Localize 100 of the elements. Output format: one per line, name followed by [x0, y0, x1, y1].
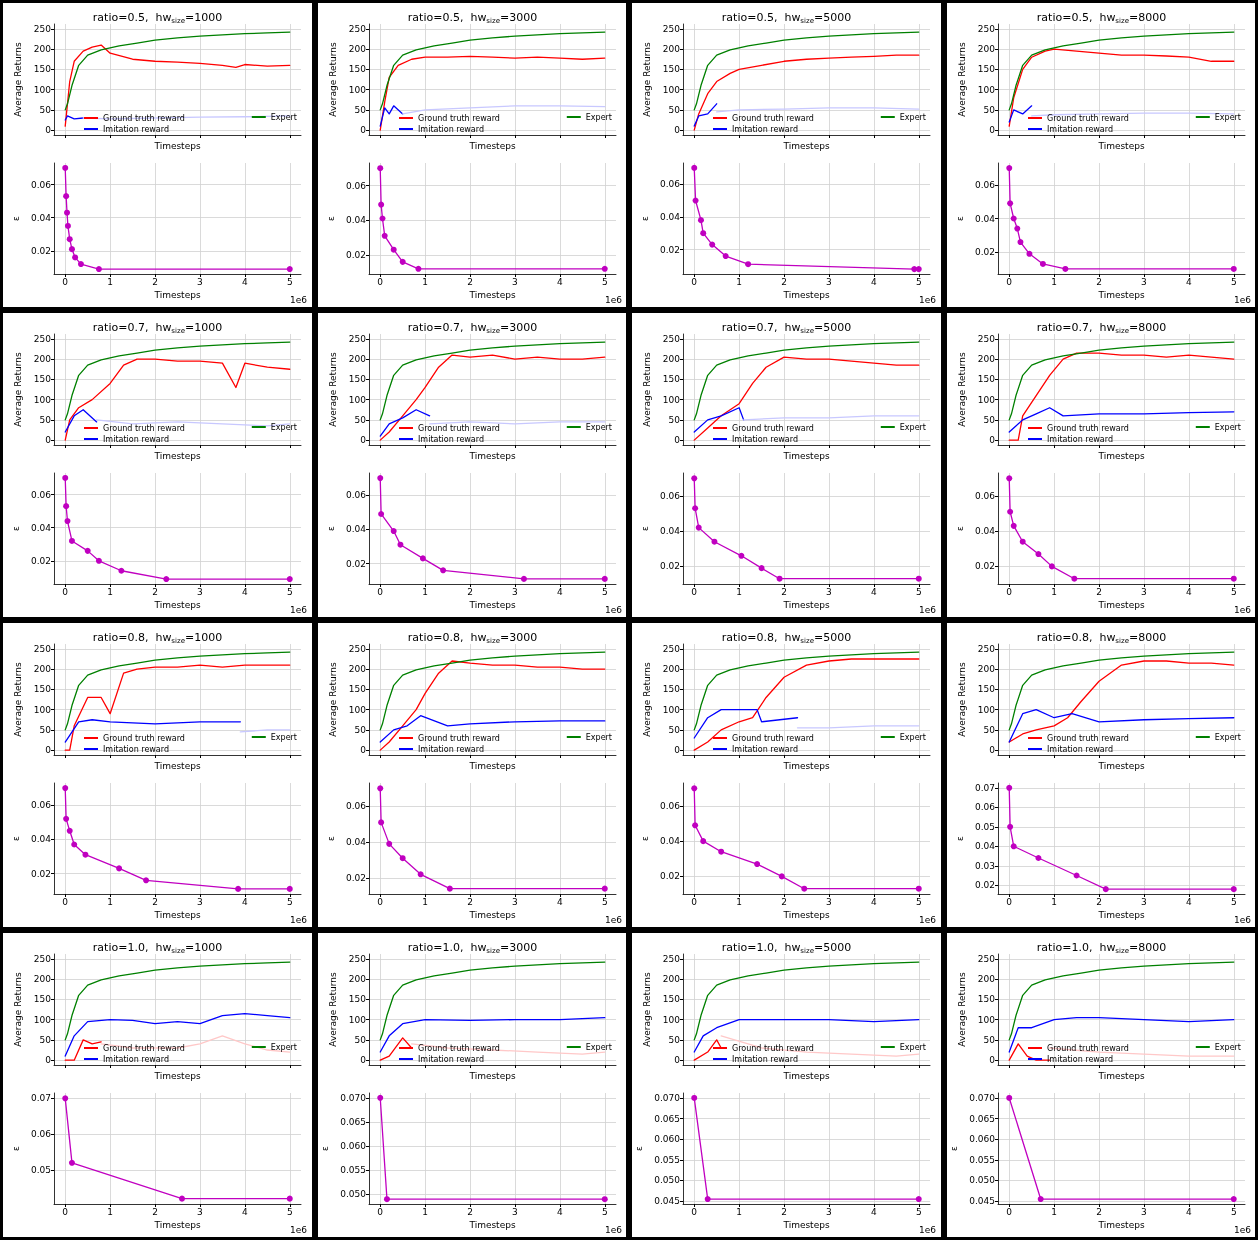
- point: [915, 885, 922, 892]
- point: [700, 230, 707, 237]
- y-tick-label: 0.07: [30, 1093, 51, 1104]
- point: [68, 537, 75, 544]
- x-axis-title: Timesteps: [467, 760, 516, 771]
- y-tick-label: 0.055: [339, 1165, 366, 1176]
- y-tick-label: 0: [45, 125, 52, 136]
- point: [1005, 784, 1012, 791]
- line-series: [64, 1039, 102, 1061]
- y-tick-label: 0.04: [30, 212, 52, 223]
- x-tick-label: 0: [1005, 586, 1012, 597]
- y-tick-label: 150: [977, 64, 995, 75]
- y-axis-title: Average Returns: [327, 42, 338, 117]
- x-axis-title: Timesteps: [467, 140, 516, 151]
- y-axis-title: ε: [10, 525, 21, 531]
- x-tick-label: 0: [62, 276, 69, 287]
- point: [754, 861, 761, 868]
- y-tick-label: 200: [977, 44, 995, 55]
- y-tick-label: 150: [348, 64, 366, 75]
- line-series: [379, 105, 403, 127]
- y-tick-label: 200: [662, 354, 681, 365]
- y-axis-title: Average Returns: [956, 352, 967, 427]
- y-tick-label: 0.050: [339, 1189, 366, 1200]
- y-tick-label: 0: [674, 125, 681, 136]
- x-axis-title: Timesteps: [153, 760, 201, 771]
- y-axis-title: ε: [639, 215, 650, 221]
- legend-label: Imitation reward: [1046, 124, 1113, 134]
- y-tick-label: 150: [662, 64, 681, 75]
- y-tick-label: 150: [977, 684, 995, 695]
- text: 1e6: [604, 914, 622, 925]
- x-tick-label: 5: [286, 586, 293, 597]
- x-tick-label: 1: [1050, 1206, 1057, 1217]
- legend-label: Expert: [899, 732, 926, 742]
- text: 1e6: [290, 1224, 308, 1235]
- y-tick-label: 0.02: [30, 555, 51, 566]
- y-tick-label: 0: [988, 435, 995, 446]
- point: [1019, 538, 1026, 545]
- point: [63, 503, 70, 510]
- y-axis-title: Average Returns: [327, 662, 338, 737]
- legend-label: Expert: [899, 1042, 926, 1052]
- y-tick-label: 100: [662, 394, 681, 405]
- legend-label: Ground truth reward: [417, 1043, 500, 1053]
- x-tick-label: 4: [1185, 1206, 1192, 1217]
- line-series: [64, 719, 242, 743]
- y-tick-label: 200: [662, 974, 681, 985]
- x-tick-label: 2: [781, 1206, 787, 1217]
- text: 1e6: [290, 914, 308, 925]
- legend-label: Ground truth reward: [732, 423, 814, 433]
- x-tick-label: 5: [601, 276, 608, 287]
- x-tick-label: 5: [1230, 1206, 1237, 1217]
- x-tick-label: 0: [1005, 276, 1012, 287]
- y-tick-label: 0.02: [30, 245, 51, 256]
- x-tick-label: 4: [871, 276, 877, 287]
- line-series: [64, 31, 291, 111]
- legend-label: Expert: [1214, 422, 1241, 432]
- point: [692, 505, 699, 512]
- x-tick-label: 1: [107, 276, 113, 287]
- x-tick-label: 5: [286, 276, 293, 287]
- y-tick-label: 0.06: [30, 489, 52, 500]
- legend-label: Ground truth reward: [1046, 423, 1129, 433]
- y-tick-label: 250: [977, 643, 995, 654]
- y-tick-label: 0.06: [345, 801, 366, 812]
- x-axis-title: Timesteps: [153, 910, 201, 921]
- point: [1013, 225, 1020, 232]
- point: [691, 164, 698, 171]
- y-tick-label: 0.055: [654, 1154, 680, 1165]
- line-series: [693, 651, 920, 731]
- x-tick-label: 4: [242, 896, 248, 907]
- line-series: [1008, 31, 1234, 111]
- x-tick-label: 4: [556, 1206, 563, 1217]
- x-tick-label: 3: [826, 276, 832, 287]
- y-tick-label: 100: [33, 1014, 52, 1025]
- line-series: [379, 651, 605, 731]
- x-tick-label: 2: [466, 896, 473, 907]
- text: 1e6: [604, 294, 622, 305]
- y-tick-label: 150: [33, 64, 52, 75]
- point: [62, 164, 69, 171]
- point: [601, 885, 608, 892]
- x-axis-title: Timesteps: [782, 1070, 830, 1081]
- y-tick-label: 200: [33, 664, 52, 675]
- line-series: [64, 409, 98, 433]
- x-axis-title: Timesteps: [782, 760, 830, 771]
- text: 1e6: [1233, 604, 1251, 615]
- y-tick-label: 0.02: [659, 561, 680, 572]
- y-tick-label: 0.070: [339, 1092, 366, 1103]
- legend-label: Expert: [270, 112, 297, 122]
- x-tick-label: 3: [1140, 1206, 1147, 1217]
- y-tick-label: 0.06: [345, 180, 366, 191]
- point: [1005, 165, 1012, 172]
- y-tick-label: 0.02: [345, 872, 366, 883]
- x-tick-label: 4: [1185, 586, 1192, 597]
- point: [692, 197, 699, 204]
- point: [1006, 823, 1013, 830]
- x-tick-label: 4: [556, 586, 563, 597]
- point: [286, 576, 293, 583]
- y-axis-title: Average Returns: [327, 972, 338, 1047]
- legend-label: Imitation reward: [417, 1054, 484, 1064]
- x-axis-title: Timesteps: [782, 1220, 830, 1231]
- point: [66, 236, 73, 243]
- point: [1006, 200, 1013, 207]
